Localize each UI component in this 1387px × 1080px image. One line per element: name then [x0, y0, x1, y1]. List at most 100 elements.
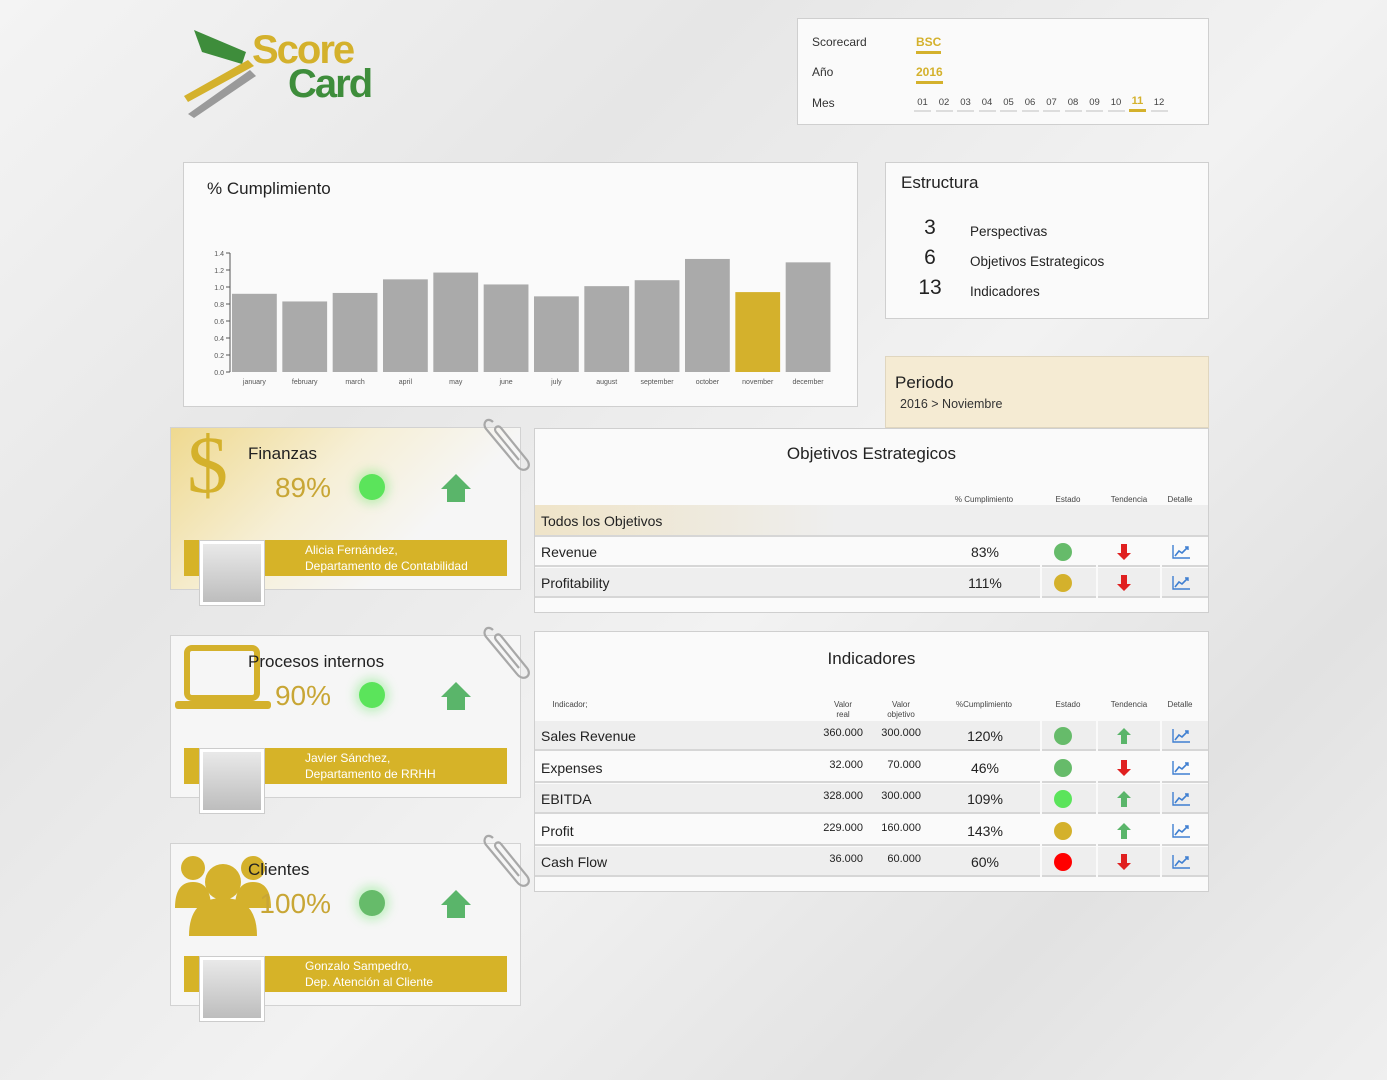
header-estado: Estado: [1055, 495, 1081, 504]
header-pct: % Cumplimiento: [954, 495, 1014, 504]
table-row[interactable]: EBITDA 328.000 300.000 109%: [535, 784, 1208, 814]
objetivos-table: Objetivos Estrategicos % Cumplimiento Es…: [534, 428, 1209, 613]
year-label: Año: [812, 65, 834, 79]
detail-chart-icon[interactable]: [1171, 575, 1191, 591]
bar-april[interactable]: [383, 279, 428, 372]
header-valor-obj-1: Valor: [891, 700, 911, 709]
bar-december[interactable]: [785, 262, 831, 372]
cell-separator: [1096, 847, 1098, 877]
detail-chart-icon[interactable]: [1171, 791, 1191, 807]
logo-line2: Card: [288, 62, 373, 106]
cell-separator: [1096, 784, 1098, 814]
paperclip-icon: [483, 418, 531, 476]
trend-down-icon: [1116, 759, 1132, 777]
bar-october[interactable]: [685, 258, 730, 372]
cell-separator: [1040, 721, 1042, 751]
month-05[interactable]: 05: [1000, 97, 1017, 112]
month-11[interactable]: 11: [1129, 95, 1146, 112]
cell-separator: [1040, 537, 1042, 567]
y-tick-label: 0.2: [214, 353, 224, 360]
bar-november[interactable]: [735, 292, 781, 372]
table-row[interactable]: Profitability 111%: [535, 568, 1208, 598]
table-row[interactable]: Cash Flow 36.000 60.000 60%: [535, 847, 1208, 877]
valor-real: 229.000: [823, 821, 863, 834]
bar-may[interactable]: [433, 272, 479, 372]
month-04[interactable]: 04: [978, 97, 996, 112]
month-12[interactable]: 12: [1150, 97, 1168, 112]
row-pct: 111%: [968, 575, 1002, 591]
detail-chart-icon[interactable]: [1171, 728, 1191, 744]
table-row[interactable]: Expenses 32.000 70.000 46%: [535, 752, 1208, 783]
x-tick-label: july: [550, 379, 562, 386]
group-row[interactable]: Todos los Objetivos: [535, 505, 1208, 537]
x-tick-label: june: [498, 379, 512, 386]
x-tick-label: march: [345, 379, 365, 386]
month-10[interactable]: 10: [1107, 97, 1125, 112]
header-indicador: Indicador;: [552, 700, 588, 709]
perspective-card-procesos-internos[interactable]: Procesos internos 90% Javier Sánchez, Depar…: [170, 626, 530, 814]
detail-chart-icon[interactable]: [1171, 544, 1191, 560]
x-tick-label: january: [242, 379, 266, 386]
row-name: Profit: [541, 822, 574, 839]
objetivos-label: Objetivos Estrategicos: [970, 254, 1105, 269]
bar-august[interactable]: [584, 286, 630, 372]
perspectivas-label: Perspectivas: [970, 224, 1048, 239]
bar-january[interactable]: [232, 293, 277, 372]
perspective-card-finanzas[interactable]: $ Finanzas 89% Alicia Fernández, Departament…: [170, 418, 530, 606]
owner-dept: Departamento de Contabilidad: [305, 559, 468, 573]
owner-dept: Dep. Atención al Cliente: [305, 975, 434, 989]
indicadores-label: Indicadores: [970, 284, 1040, 299]
paperclip-icon: [483, 626, 531, 684]
periodo-title: Periodo: [895, 373, 954, 392]
valor-objetivo: 160.000: [881, 821, 921, 834]
x-tick-label: february: [292, 379, 318, 386]
header-valor-obj-2: objetivo: [887, 710, 915, 719]
month-02[interactable]: 02: [935, 97, 953, 112]
valor-real: 328.000: [823, 790, 863, 802]
objetivos-title: Objetivos Estrategicos: [786, 444, 957, 463]
cell-separator: [1096, 815, 1098, 846]
detail-chart-icon[interactable]: [1171, 823, 1191, 839]
scorecard-value[interactable]: BSC: [916, 35, 942, 54]
table-row[interactable]: Sales Revenue 360.000 300.000 120%: [535, 721, 1208, 751]
year-value[interactable]: 2016: [916, 65, 943, 84]
y-tick-label: 1.4: [214, 251, 224, 258]
perspective-card-clientes[interactable]: Clientes 100% Gonzalo Sampedro, Dep. Atenci…: [170, 834, 530, 1022]
cell-separator: [1040, 752, 1042, 783]
status-dot: [1054, 821, 1072, 840]
month-09[interactable]: 09: [1086, 97, 1103, 112]
detail-chart-icon[interactable]: [1171, 760, 1191, 776]
table-row[interactable]: Profit 229.000 160.000 143%: [535, 815, 1208, 846]
status-dot: [359, 474, 385, 500]
month-07[interactable]: 07: [1043, 97, 1060, 112]
users-icon: [171, 844, 281, 944]
valor-objetivo: 300.000: [881, 790, 921, 802]
row-pct: 143%: [967, 822, 1003, 839]
row-name: Profitability: [541, 575, 610, 591]
cumplimiento-bar-chart: 0.0 0.2 0.4 0.6 0.8 1.0 1.2 1.4 january february m…: [214, 251, 831, 386]
row-name: Expenses: [541, 759, 603, 776]
y-tick-label: 0.6: [214, 319, 224, 326]
month-06[interactable]: 06: [1021, 97, 1039, 112]
bar-march[interactable]: [332, 292, 378, 372]
bar-july[interactable]: [534, 296, 579, 372]
month-08[interactable]: 08: [1064, 97, 1082, 112]
avatar: [199, 540, 265, 606]
y-tick-label: 0.4: [214, 336, 224, 343]
header-pct: %Cumplimiento: [955, 700, 1013, 709]
bar-june[interactable]: [483, 284, 529, 372]
perspective-pct: 90%: [274, 680, 331, 711]
perspectivas-count: 3: [924, 216, 936, 239]
bar-february[interactable]: [282, 301, 328, 372]
cell-separator: [1040, 815, 1042, 846]
cumplimiento-panel: % Cumplimiento 0.0 0.2 0.4 0.6 0.8 1.0 1.2 1.4 j…: [183, 162, 858, 407]
logo-line1: Score: [252, 28, 355, 72]
table-row[interactable]: Revenue 83%: [535, 537, 1208, 567]
status-dot: [359, 682, 385, 708]
row-pct: 83%: [970, 544, 1000, 560]
month-03[interactable]: 03: [957, 97, 974, 112]
bar-september[interactable]: [634, 280, 680, 372]
detail-chart-icon[interactable]: [1171, 854, 1191, 870]
month-01[interactable]: 01: [914, 97, 931, 112]
valor-real: 36.000: [829, 853, 863, 865]
